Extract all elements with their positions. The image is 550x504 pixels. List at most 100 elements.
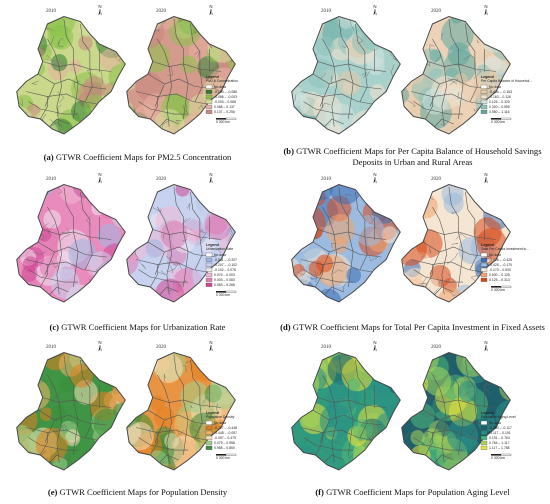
caption-letter: (b) xyxy=(283,146,294,156)
caption-letter: (d) xyxy=(280,322,291,332)
legend-item-label: -1.028 – -0.425 xyxy=(489,258,512,262)
left-map xyxy=(291,15,401,135)
legend-item-label: No data xyxy=(214,253,226,257)
panel-pm25: 2010 2020 N N Legend PM2.5 Concentration No da… xyxy=(0,0,275,168)
scale-bar: 0 300 km xyxy=(216,453,237,460)
legend-item-label: 0.191 – 0.764 xyxy=(489,436,510,440)
caption-letter: (c) xyxy=(49,322,60,332)
panel-population-aging: 2010 2020 N N Legend Population Aging Level No… xyxy=(275,336,550,504)
caption-f: (f) GTWR Coefficient Maps for Population… xyxy=(275,487,550,498)
legend-swatch xyxy=(205,282,213,287)
north-label: N xyxy=(98,172,101,177)
north-arrow-icon: N xyxy=(98,340,102,352)
legend-swatch xyxy=(205,109,213,114)
legend-swatch xyxy=(480,84,488,89)
year-right-label: 2020 xyxy=(156,9,167,14)
legend-swatch xyxy=(480,252,488,257)
year-left-label: 2010 xyxy=(321,9,332,14)
right-map xyxy=(401,351,511,471)
caption-c: (c) GTWR Coefficient Maps for Urbanizati… xyxy=(0,322,275,333)
legend-swatch xyxy=(480,440,488,445)
north-arrow-icon: N xyxy=(209,172,213,184)
legend-item-label: No data xyxy=(489,85,501,89)
north-arrow-icon: N xyxy=(484,4,488,16)
legend-item-label: -0.190 – -0.086 xyxy=(214,90,237,94)
legend-item-label: No data xyxy=(489,253,501,257)
north-label: N xyxy=(484,172,487,177)
legend-item-label: -0.541 – -0.207 xyxy=(214,258,237,262)
north-label: N xyxy=(209,172,212,177)
north-label: N xyxy=(209,340,212,345)
legend-swatch xyxy=(205,430,213,435)
legend-swatch xyxy=(480,435,488,440)
scale-bar: 0 300 km xyxy=(491,285,512,292)
legend-item-label: 0.126 – 0.320 xyxy=(489,100,510,104)
legend-swatch xyxy=(480,257,488,262)
legend-heading: Legend xyxy=(481,75,494,79)
north-label: N xyxy=(373,172,376,177)
legend-swatch xyxy=(480,262,488,267)
legend-item-label: -0.102 – 0.076 xyxy=(214,268,236,272)
north-arrow-icon: N xyxy=(373,340,377,352)
legend-swatch xyxy=(205,440,213,445)
caption-e: (e) GTWR Coefficient Maps for Population… xyxy=(0,487,275,498)
legend-item-label: 0.125 – 0.313 xyxy=(489,278,510,282)
caption-text: GTWR Coefficient Maps for PM2.5 Concentr… xyxy=(55,152,232,162)
left-map xyxy=(16,15,126,135)
legend-heading: Legend xyxy=(206,75,219,79)
legend-swatch xyxy=(205,99,213,104)
year-left-label: 2010 xyxy=(46,9,57,14)
legend-swatch xyxy=(205,435,213,440)
legend-item-label: -0.448 – -0.057 xyxy=(214,431,237,435)
north-label: N xyxy=(98,4,101,9)
caption-text: GTWR Coefficient Maps for Urbanization R… xyxy=(61,322,226,332)
right-map xyxy=(401,183,511,303)
north-arrow-icon: N xyxy=(98,4,102,16)
scale-label: 0 300 km xyxy=(491,288,505,292)
year-left-label: 2010 xyxy=(46,345,57,350)
year-right-label: 2020 xyxy=(431,345,442,350)
year-right-label: 2020 xyxy=(431,9,442,14)
legend-swatch xyxy=(480,272,488,277)
legend-swatch xyxy=(205,272,213,277)
legend-heading: Legend xyxy=(481,243,494,247)
legend-item-label: 0.550 – 1.116 xyxy=(489,110,510,114)
left-map xyxy=(291,351,401,471)
right-map xyxy=(401,15,511,135)
legend-swatch xyxy=(480,109,488,114)
legend-swatch xyxy=(480,94,488,99)
legend-item-label: -0.086 – -0.003 xyxy=(214,95,237,99)
legend-item-label: 0.137 – 0.256 xyxy=(214,110,235,114)
legend-item-label: 0.958 – 0.850 xyxy=(214,446,235,450)
left-map xyxy=(16,183,126,303)
north-label: N xyxy=(484,4,487,9)
panel-fixed-assets: 2010 2020 N N Legend Total Per Capita Investm… xyxy=(275,168,550,336)
legend-item-label: 0.083 – 0.268 xyxy=(214,283,235,287)
north-arrow-icon: N xyxy=(209,340,213,352)
north-label: N xyxy=(209,4,212,9)
caption-d: (d) GTWR Coefficient Maps for Total Per … xyxy=(275,322,550,333)
legend-title: Population Aging Level xyxy=(481,415,516,419)
legend-item-label: -0.057 – 0.479 xyxy=(214,436,236,440)
left-map xyxy=(291,183,401,303)
legend-swatch xyxy=(480,420,488,425)
legend-title: Urbanization Rate xyxy=(206,247,233,251)
year-left-label: 2010 xyxy=(321,177,332,182)
legend-swatch xyxy=(480,104,488,109)
legend-item-label: -0.434 – -0.163 xyxy=(489,90,512,94)
legend-swatch xyxy=(205,425,213,430)
north-arrow-icon: N xyxy=(209,4,213,16)
legend-swatch xyxy=(480,277,488,282)
left-map xyxy=(16,351,126,471)
legend-title: Total Per Capita Investment in… xyxy=(481,247,530,251)
legend-item-label: -0.717 – -0.448 xyxy=(214,426,237,430)
legend-item-label: -0.425 – -0.170 xyxy=(489,263,512,267)
legend-item-label: -0.300 – -0.117 xyxy=(489,426,512,430)
legend-heading: Legend xyxy=(481,411,494,415)
north-label: N xyxy=(98,340,101,345)
caption-b: (b) GTWR Coefficient Maps for Per Capita… xyxy=(275,146,550,168)
